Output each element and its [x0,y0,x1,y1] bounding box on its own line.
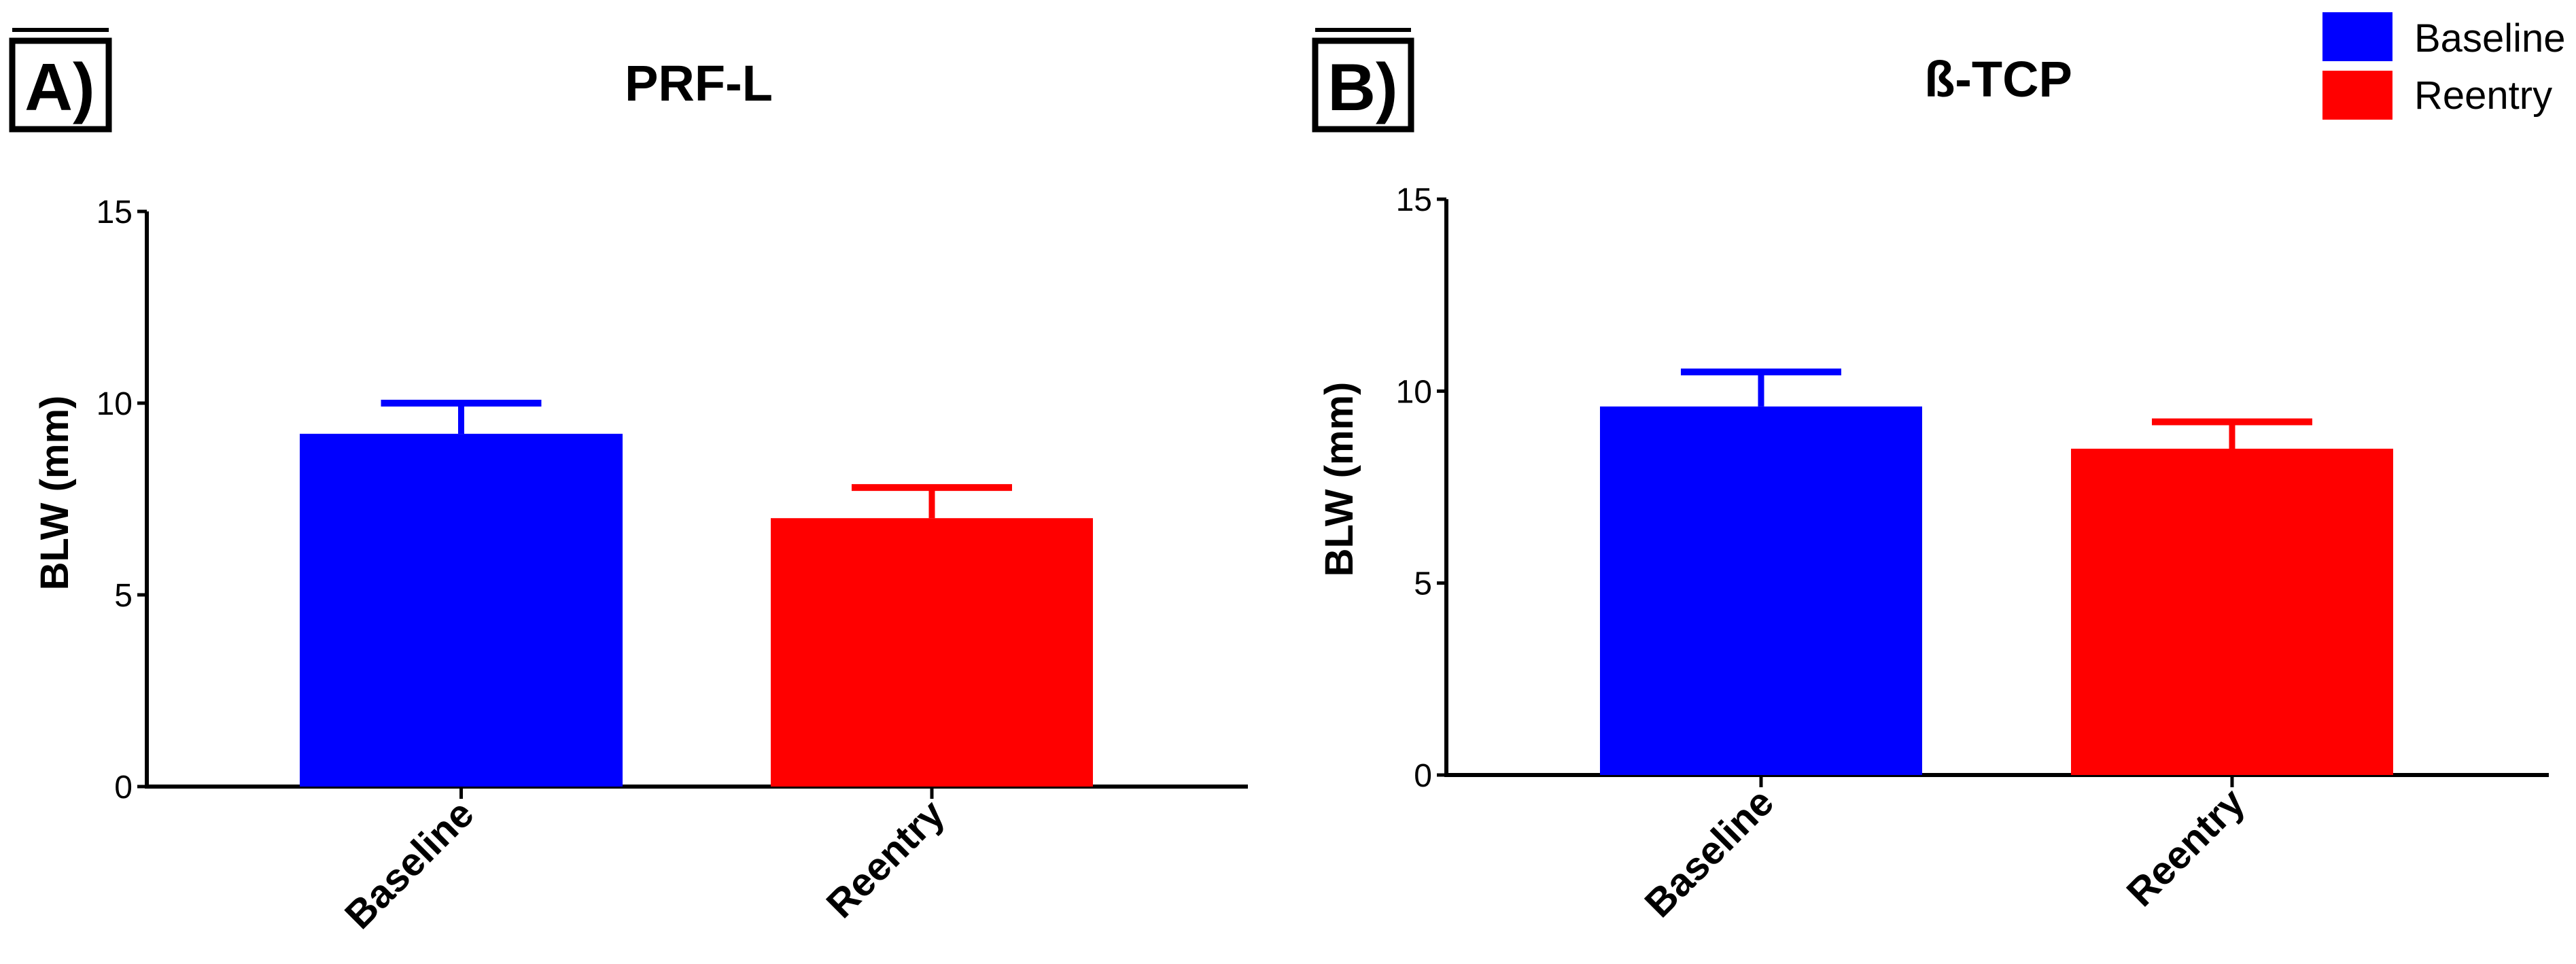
bar-reentry [771,518,1093,787]
panel-a-y-ticks: 0 5 10 15 [97,194,147,806]
y-tick-label: 5 [114,578,133,614]
legend-label-reentry: Reentry [2414,73,2552,118]
panel-b-error-bars [1681,368,2312,449]
panel-b-label: B) [1327,50,1397,124]
panel-b-label-box [1312,37,1414,133]
panel-b-y-axis-label: BLW (mm) [1317,382,1361,577]
panel-b-y-ticks: 0 5 10 15 [1396,182,1446,794]
panel-a-label-box [9,37,112,133]
bar-baseline [1600,406,1922,775]
panel-a: A) PRF-L BLW (mm) 0 5 10 15 Baseline Reentry [9,28,1248,937]
panel-a-bars [300,434,1093,787]
panel-a-error-bars [381,400,1012,519]
panel-b: B) ß-TCP BLW (mm) 0 5 10 15 Baseline Reentry [1312,28,2549,926]
panel-b-bars [1600,406,2393,775]
panel-a-label: A) [24,50,94,124]
x-tick-label-reentry: Reentry [818,791,954,927]
bar-baseline [300,434,623,787]
legend-swatch-baseline [2322,12,2392,61]
y-tick-label: 5 [1414,566,1432,602]
legend-label-baseline: Baseline [2414,16,2565,61]
panel-a-x-tick-labels: Baseline Reentry [336,787,953,937]
x-tick-label-reentry: Reentry [2119,780,2254,915]
panel-a-title: PRF-L [625,55,773,111]
panel-b-title: ß-TCP [1924,51,2072,107]
y-tick-label: 0 [114,770,133,806]
panel-a-y-axis-label: BLW (mm) [33,396,77,591]
x-tick-label-baseline: Baseline [336,791,483,937]
legend: Baseline Reentry [2322,12,2565,120]
y-tick-label: 0 [1414,758,1432,794]
panel-b-x-tick-labels: Baseline Reentry [1637,775,2254,926]
y-tick-label: 10 [97,386,133,422]
y-tick-label: 15 [1396,182,1432,218]
y-tick-label: 10 [1396,374,1432,410]
bar-reentry [2071,449,2393,775]
x-tick-label-baseline: Baseline [1637,780,1783,926]
legend-swatch-reentry [2322,71,2392,120]
y-tick-label: 15 [97,194,133,230]
